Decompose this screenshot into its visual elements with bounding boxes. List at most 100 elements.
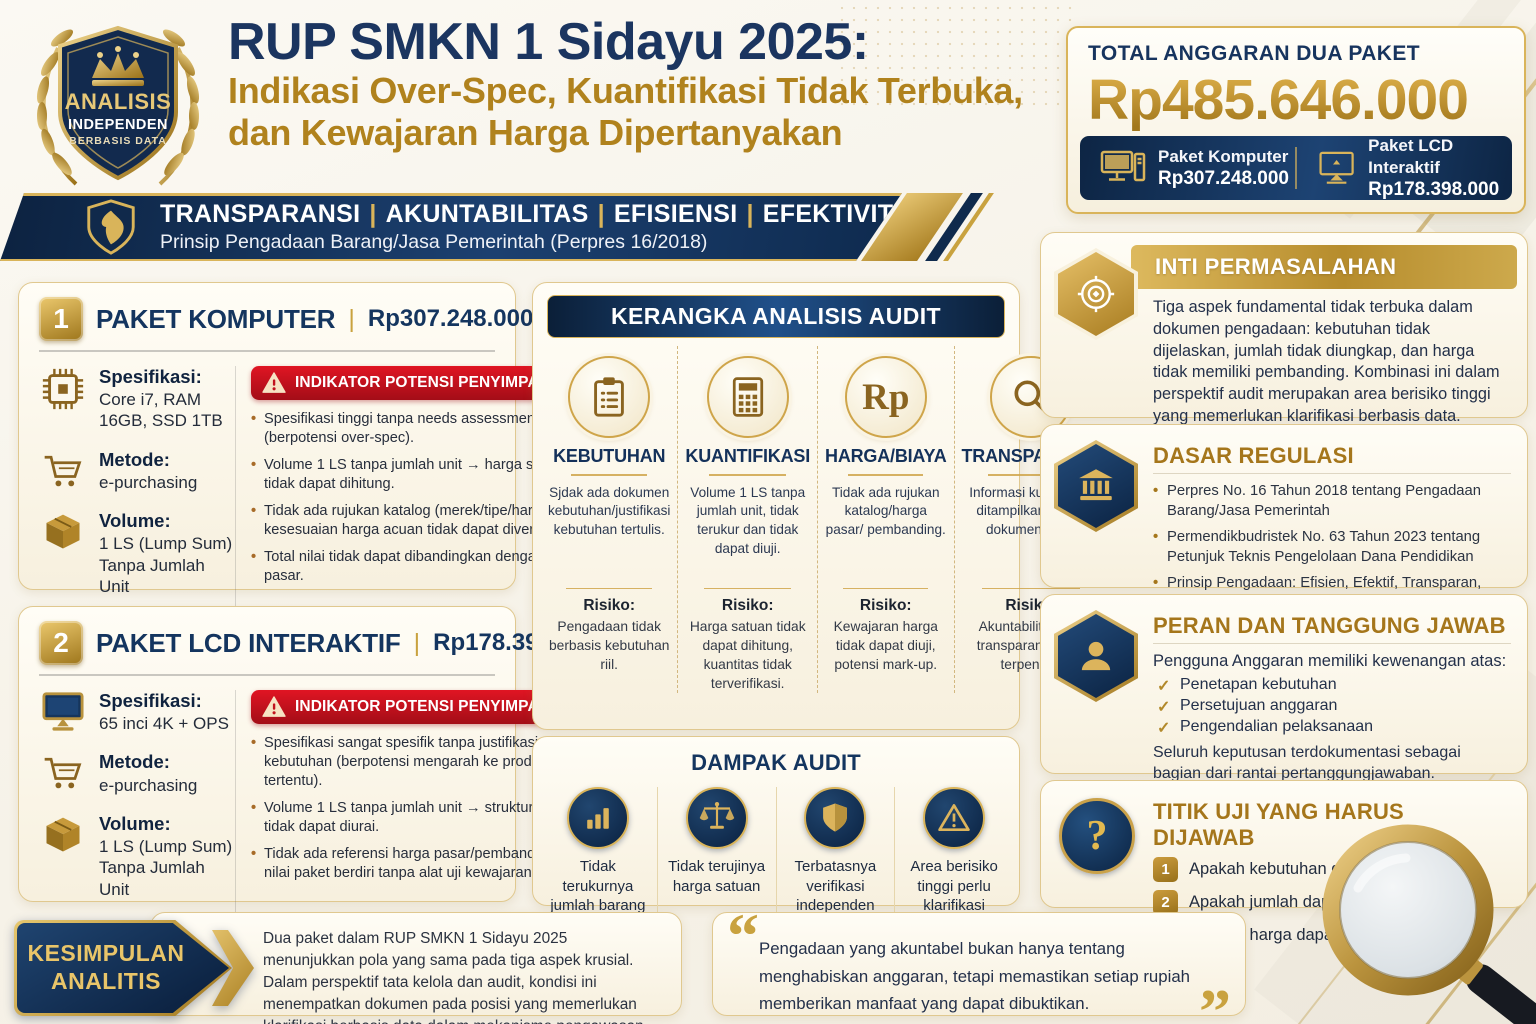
warning-item: Volume 1 LS tanpa jumlah unit → struktur… <box>251 799 596 837</box>
separator: | <box>413 628 421 657</box>
core-problem-card: INTI PERMASALAHAN Tiga aspek fundamental… <box>1040 232 1528 425</box>
calculator-icon <box>706 356 789 438</box>
spec-value: e-purchasing <box>99 472 198 492</box>
separator: | <box>746 200 754 228</box>
principle: AKUNTABILITAS <box>385 200 589 228</box>
divider <box>704 587 792 589</box>
total-budget-amount: Rp485.646.000 <box>1088 67 1504 133</box>
shield-banner-icon <box>84 198 138 256</box>
spec-label: Volume: <box>99 510 171 532</box>
warning-title: INDIKATOR POTENSI PENYIMPANGAN <box>295 698 585 715</box>
paket-komputer-card: 1 PAKET KOMPUTER | Rp307.248.000 Spesifi <box>18 282 596 615</box>
roles-item: Persetujuan anggaran <box>1153 697 1511 717</box>
risk-text: Pengadaan tidak berbasis kebutuhan riil. <box>548 619 670 673</box>
total-item-name: Paket LCD Interaktif <box>1368 135 1454 177</box>
regulation-item: Perpres No. 16 Tahun 2018 tentang Pengad… <box>1153 482 1511 521</box>
framework-col-title: HARGA/BIAYA <box>825 446 947 466</box>
page-title: RUP SMKN 1 Sidayu 2025: <box>228 13 869 71</box>
total-item-komputer: Paket Komputer Rp307.248.000 <box>1080 146 1295 190</box>
spec-label: Spesifikasi: <box>99 366 202 387</box>
spec-item-metode: Metode: e-purchasing <box>39 751 235 795</box>
divider <box>982 587 1080 589</box>
roles-intro: Pengguna Anggaran memiliki kewenangan at… <box>1153 652 1507 670</box>
framework-col-desc: Tidak ada rujukan katalog/harga pasar/ p… <box>825 484 946 538</box>
package-amount: Rp307.248.000 <box>367 305 534 332</box>
risk-label: Risiko: <box>583 597 636 614</box>
package-title: PAKET LCD INTERAKTIF <box>96 627 401 658</box>
principles-text: TRANSPARANSI | AKUNTABILITAS | EFISIENSI | EFE… <box>160 200 927 254</box>
total-item-amount: Rp178.398.000 <box>1368 179 1500 201</box>
framework-col-title: KEBUTUHAN <box>553 446 666 466</box>
impact-label: Area berisiko tinggi perlu klarifikasi <box>910 858 998 914</box>
separator: | <box>597 200 605 228</box>
quote-card: “ Pengadaan yang akuntabel bukan hanya t… <box>712 900 1246 1024</box>
question-icon: ? <box>1059 798 1135 874</box>
page-subtitle-line2: dan Kewajaran Harga Dipertanyakan <box>228 111 843 153</box>
divider <box>709 474 787 476</box>
spec-column: Spesifikasi: 65 inci 4K + OPS <box>39 690 235 917</box>
crown-icon <box>92 46 144 86</box>
total-budget-breakdown: Paket Komputer Rp307.248.000 Paket LCD I… <box>1080 136 1512 200</box>
audit-framework-card: KERANGKA ANALISIS AUDIT KEBUTUHAN Sjdak … <box>532 282 1101 730</box>
roles-title: PERAN DAN TANGGUNG JAWAB <box>1153 613 1506 638</box>
warning-list: Spesifikasi tinggi tanpa needs assessmen… <box>251 410 596 586</box>
test-points-title: TITIK UJI YANG HARUS DIJAWAB <box>1153 799 1404 850</box>
warning-icon <box>923 787 986 849</box>
bar-chart-icon <box>566 787 629 849</box>
conclusion-badge-line1: KESIMPULAN <box>27 940 185 967</box>
framework-col-kuantifikasi: KUANTIFIKASI Volume 1 LS tanpa jumlah un… <box>677 346 817 694</box>
package-title: PAKET KOMPUTER <box>96 303 336 334</box>
regulation-item: Permendikbudristek No. 63 Tahun 2023 ten… <box>1153 528 1511 567</box>
principle: TRANSPARANSI <box>160 200 361 228</box>
impact-item: Terbatasnya verifikasi independen <box>775 787 895 916</box>
core-problem-body: Tiga aspek fundamental tidak terbuka dal… <box>1153 298 1500 426</box>
paket-komputer-body: Spesifikasi: Core i7, RAM 16GB, SSD 1TB <box>19 352 596 622</box>
impact-item: Area berisiko tinggi perlu klarifikasi <box>894 787 1013 916</box>
impact-label: Tidak terukurnya jumlah barang <box>550 858 646 914</box>
box-icon <box>39 510 87 554</box>
person-hex-badge <box>1054 610 1138 702</box>
risk-text: Kewajaran harga tidak dapat diuji, poten… <box>833 619 938 673</box>
badge-text: ANALISIS INDEPENDEN BERBASIS DATA <box>22 89 214 148</box>
cart-icon <box>39 751 87 795</box>
conclusion-badge-inner: KESIMPULAN ANALITIS <box>17 923 229 1013</box>
bank-hex-badge <box>1054 440 1138 532</box>
divider <box>848 474 924 476</box>
warning-triangle-icon <box>262 696 286 717</box>
conclusion-card: Dua paket dalam RUP SMKN 1 Sidayu 2025 m… <box>150 912 682 1024</box>
framework-title: KERANGKA ANALISIS AUDIT <box>547 295 1005 338</box>
spec-label: Metode: <box>99 448 170 470</box>
warning-title: INDIKATOR POTENSI PENYIMPANGAN <box>295 374 585 391</box>
open-quote-icon: “ <box>727 900 759 971</box>
divider <box>987 474 1075 476</box>
spec-label: Spesifikasi: <box>99 690 202 711</box>
framework-col-desc: Sjdak ada dokumen kebutuhan/justifikasi … <box>548 484 671 538</box>
badge-line3: BERBASIS DATA <box>69 134 167 147</box>
roles-item: Pengendalian pelaksanaan <box>1153 718 1511 738</box>
divider <box>1295 147 1297 189</box>
scales-icon <box>685 787 748 849</box>
paket-lcd-card: 2 PAKET LCD INTERAKTIF | Rp178.398.000 <box>18 606 599 917</box>
analysis-badge: ANALISIS INDEPENDEN BERBASIS DATA <box>22 4 214 198</box>
badge-line2: INDEPENDEN <box>67 116 169 133</box>
regulation-title: DASAR REGULASI <box>1153 443 1354 468</box>
impact-item: Tidak terujinya harga satuan <box>656 787 776 916</box>
conclusion-badge: KESIMPULAN ANALITIS <box>14 920 254 1016</box>
audit-impact-card: DAMPAK AUDIT Tidak terukurnya jumlah bar… <box>532 736 1020 916</box>
test-point-number: 2 <box>1153 890 1178 915</box>
laurel-shield-icon <box>36 25 200 186</box>
principles-banner: TRANSPARANSI | AKUNTABILITAS | EFISIENSI | EFE… <box>0 193 902 261</box>
divider <box>843 587 929 589</box>
warning-list: Spesifikasi sangat spesifik tanpa justif… <box>251 734 596 883</box>
roles-card: PERAN DAN TANGGUNG JAWAB Pengguna Anggar… <box>1040 594 1528 782</box>
desktop-computer-icon <box>1100 150 1146 182</box>
impact-title: DAMPAK AUDIT <box>691 750 861 775</box>
principles-line: TRANSPARANSI | AKUNTABILITAS | EFISIENSI | EFE… <box>160 200 927 229</box>
warning-item: Volume 1 LS tanpa jumlah unit → harga sa… <box>251 456 596 494</box>
total-budget-label: TOTAL ANGGARAN DUA PAKET <box>1088 42 1420 65</box>
page-subtitle-line1: Indikasi Over-Spec, Kuantifikasi Tidak T… <box>228 70 1023 112</box>
conclusion-badge-line2: ANALITIS <box>50 968 162 994</box>
number-badge: 1 <box>39 297 83 341</box>
core-problem-header: INTI PERMASALAHAN <box>1131 245 1517 289</box>
